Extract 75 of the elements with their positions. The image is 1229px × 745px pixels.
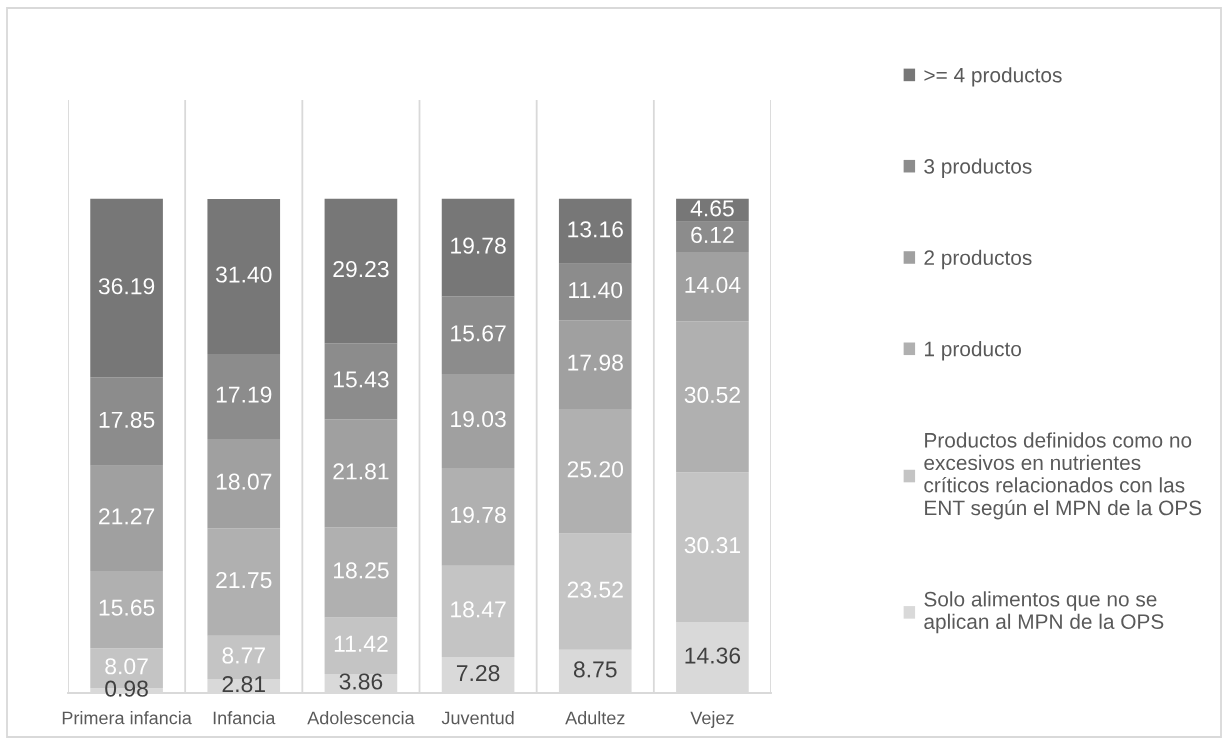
bar: [441, 565, 515, 658]
bar: [441, 198, 515, 297]
data-label: 15.43: [333, 371, 389, 388]
data-label: 17.19: [216, 386, 272, 403]
bar: [558, 409, 632, 534]
data-label: 25.20: [567, 461, 624, 478]
data-label: 30.31: [684, 537, 740, 554]
data-label: 21.81: [333, 463, 389, 480]
data-label: 2.81: [222, 675, 265, 693]
data-label: 8.07: [105, 658, 148, 675]
data-label: 19.03: [451, 410, 506, 428]
data-label: 6.12: [691, 226, 734, 244]
bar: [324, 419, 398, 528]
bar: [90, 465, 163, 571]
bar: [676, 321, 749, 473]
bar: [90, 570, 163, 649]
x-tick-label: Primera infancia: [62, 711, 192, 725]
bar: [676, 221, 749, 253]
bar: [558, 320, 632, 409]
bar: [90, 198, 163, 378]
bar: [441, 373, 515, 469]
data-label: 11.42: [334, 635, 388, 652]
data-label: 13.16: [568, 221, 623, 238]
x-tick-label: Vejez: [690, 711, 734, 728]
bar: [207, 198, 281, 355]
data-label: 8.77: [222, 647, 265, 664]
data-label: 8.75: [573, 661, 617, 678]
data-label: 17.98: [568, 354, 623, 371]
data-label: 0.98: [105, 680, 148, 697]
data-label: 15.67: [451, 325, 506, 342]
bar: [558, 533, 632, 650]
bar: [207, 354, 281, 439]
data-label: 7.28: [456, 664, 500, 682]
data-label: 4.65: [690, 200, 734, 217]
bar: [441, 468, 515, 566]
legend-label: 2 productos: [924, 249, 1032, 270]
data-label: 14.04: [685, 276, 741, 293]
legend-label: Solo alimentos que no se aplican al MPN de la OPS: [924, 591, 1164, 634]
bar: [324, 198, 398, 344]
data-label: 21.27: [99, 508, 155, 525]
bar: [324, 617, 398, 674]
data-label: 14.36: [685, 647, 741, 664]
data-label: 18.25: [333, 562, 389, 579]
data-label: 15.65: [99, 599, 155, 616]
legend-label: >= 4 productos: [924, 67, 1062, 87]
x-tick-label: Adultez: [565, 711, 625, 725]
x-tick-label: Adolescencia: [307, 711, 415, 725]
x-tick-label: Juventud: [441, 711, 514, 725]
data-label: 30.52: [684, 386, 740, 403]
bar: [558, 263, 632, 321]
legend-label: 3 productos: [924, 158, 1032, 178]
legend-label: Productos definidos como no excesivos en nutrientes críticos relacionados con las ENT según el MPN de la OPS: [924, 432, 1202, 520]
bar: [90, 377, 163, 466]
data-label: 19.78: [451, 506, 506, 524]
data-label: 17.85: [99, 411, 155, 428]
bar: [324, 527, 398, 618]
bar: [441, 296, 515, 374]
bar: [207, 528, 281, 636]
bar: [676, 252, 749, 322]
bar: [324, 343, 398, 420]
data-label: 23.52: [567, 581, 623, 598]
data-label: 29.23: [333, 260, 389, 278]
bar: [207, 439, 281, 529]
data-label: 3.86: [339, 673, 383, 690]
data-label: 11.40: [569, 281, 623, 299]
data-label: 18.47: [451, 601, 506, 618]
data-label: 19.78: [451, 237, 506, 254]
data-label: 36.19: [98, 278, 155, 295]
data-label: 31.40: [215, 266, 272, 283]
x-tick-label: Infancia: [213, 711, 276, 725]
bar: [676, 472, 749, 623]
bar: [558, 198, 632, 264]
data-label: 21.75: [216, 571, 272, 589]
legend-label: 1 producto: [925, 341, 1021, 361]
data-label: 18.07: [216, 473, 272, 490]
